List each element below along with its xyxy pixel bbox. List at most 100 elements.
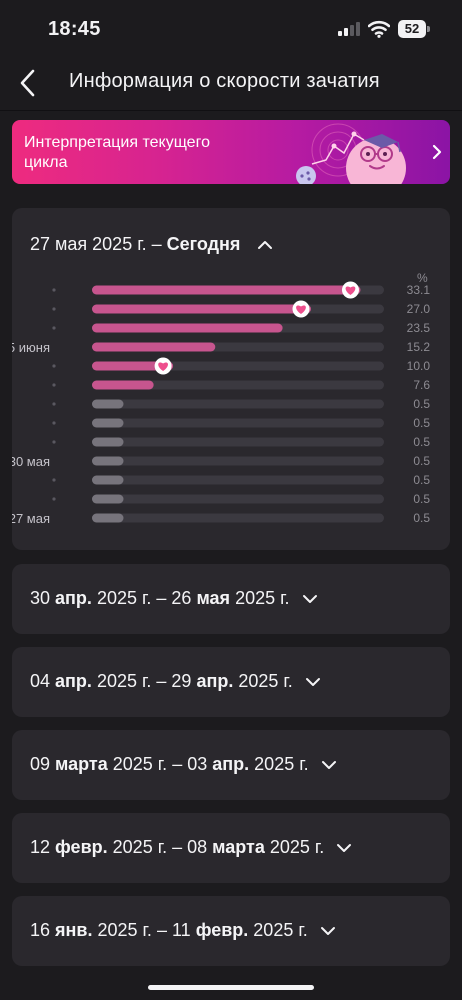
mascot-illustration <box>296 123 406 184</box>
period-start-year: 2025 г. <box>112 754 168 774</box>
period-start-day: 30 <box>30 588 51 608</box>
period-start-month: янв. <box>55 920 93 940</box>
period-separator: – <box>172 837 183 857</box>
cycle-interpretation-banner[interactable]: Интерпретация текущего цикла <box>12 120 450 184</box>
period-card-label[interactable]: 16 янв. 2025 г. – 11 февр. 2025 г. <box>30 920 336 941</box>
period-end-year: 2025 г. <box>238 671 293 691</box>
bar <box>92 342 216 352</box>
bar <box>92 361 174 371</box>
bar-track <box>92 475 384 485</box>
current-period-card: 27 мая 2025 г. – Сегодня % 33.1 27.0 23.5 0… <box>12 208 450 550</box>
period-end-day: 08 <box>187 837 208 857</box>
page-title: Информация о скорости зачатия <box>69 70 380 92</box>
period-start-year: 2025 г. <box>96 671 152 691</box>
bar <box>92 418 124 428</box>
period-start-year: 2025 г. <box>96 588 152 608</box>
period-card[interactable]: 12 февр. 2025 г. – 08 марта 2025 г. <box>12 813 450 883</box>
home-indicator <box>148 985 314 990</box>
heart-icon <box>296 305 306 314</box>
period-start-year: 2025 г. <box>112 837 168 857</box>
back-button[interactable] <box>14 66 44 100</box>
bar-track <box>92 418 384 428</box>
period-start-month: февр. <box>55 837 108 857</box>
period-card[interactable]: 04 апр. 2025 г. – 29 апр. 2025 г. <box>12 647 450 717</box>
value-label: 0.5 <box>413 435 430 449</box>
day-label: 30 мая <box>12 454 50 469</box>
day-dot <box>52 497 56 501</box>
period-end-label: Сегодня <box>166 234 241 254</box>
period-card-label[interactable]: 30 апр. 2025 г. – 26 мая 2025 г. <box>30 588 318 609</box>
period-card[interactable]: 16 янв. 2025 г. – 11 февр. 2025 г. <box>12 896 450 966</box>
status-bar: 18:45 52 <box>0 0 462 60</box>
bar <box>92 380 154 390</box>
bar-track <box>92 494 384 504</box>
header-divider <box>0 110 462 111</box>
period-end-year: 2025 г. <box>253 920 308 940</box>
value-label: 33.1 <box>407 283 431 297</box>
period-end-day: 26 <box>171 588 192 608</box>
day-label: 05 июня <box>12 340 50 355</box>
period-start-month: апр. <box>55 588 92 608</box>
bar-track <box>92 513 384 523</box>
period-end-month: апр. <box>212 754 250 774</box>
bar <box>92 456 124 466</box>
banner-text: Интерпретация текущего цикла <box>24 134 210 171</box>
period-end-year: 2025 г. <box>254 754 309 774</box>
percent-unit-label: % <box>417 271 428 285</box>
signal-icon <box>338 22 360 36</box>
period-card-label[interactable]: 12 февр. 2025 г. – 08 марта 2025 г. <box>30 837 352 858</box>
conception-rate-chart: 33.1 27.0 23.5 05 июня 15.2 10.0 7.6 0.5 0.5 0.5 3… <box>12 281 431 526</box>
bar-track <box>92 380 384 390</box>
chevron-down-icon <box>305 678 320 687</box>
day-dot <box>52 440 56 444</box>
bar <box>92 437 124 447</box>
day-label: 27 мая <box>12 511 50 526</box>
period-end-month: мая <box>196 588 231 608</box>
period-start-label: 27 мая 2025 г. <box>30 234 147 254</box>
value-label: 7.6 <box>413 378 430 392</box>
period-separator: – <box>156 588 167 608</box>
day-dot <box>52 421 56 425</box>
value-label: 0.5 <box>413 492 430 506</box>
period-start-day: 16 <box>30 920 51 940</box>
day-dot <box>52 383 56 387</box>
bar <box>92 399 124 409</box>
value-label: 23.5 <box>407 321 431 335</box>
period-end-day: 29 <box>171 671 192 691</box>
current-period-header[interactable]: 27 мая 2025 г. – Сегодня <box>30 234 273 255</box>
bar <box>92 285 361 295</box>
value-label: 10.0 <box>407 359 431 373</box>
period-end-year: 2025 г. <box>269 837 325 857</box>
period-start-day: 12 <box>30 837 51 857</box>
period-card-label[interactable]: 04 апр. 2025 г. – 29 апр. 2025 г. <box>30 671 321 692</box>
period-end-day: 11 <box>171 920 191 940</box>
value-label: 0.5 <box>413 416 430 430</box>
heart-icon <box>158 362 168 371</box>
value-label: 0.5 <box>413 511 430 525</box>
wifi-icon <box>368 20 390 38</box>
value-label: 0.5 <box>413 454 430 468</box>
period-card-label[interactable]: 09 марта 2025 г. – 03 апр. 2025 г. <box>30 754 337 775</box>
period-start-day: 04 <box>30 671 51 691</box>
chevron-down-icon <box>337 844 352 853</box>
value-label: 0.5 <box>413 397 430 411</box>
period-separator: – <box>146 234 167 254</box>
period-separator: – <box>156 671 167 691</box>
period-card[interactable]: 09 марта 2025 г. – 03 апр. 2025 г. <box>12 730 450 800</box>
status-time: 18:45 <box>48 18 101 40</box>
chevron-down-icon <box>321 761 336 770</box>
period-end-year: 2025 г. <box>235 588 290 608</box>
period-start-month: апр. <box>55 671 92 691</box>
chevron-down-icon <box>302 595 317 604</box>
period-card[interactable]: 30 апр. 2025 г. – 26 мая 2025 г. <box>12 564 450 634</box>
period-end-month: апр. <box>196 671 234 691</box>
bar-track <box>92 456 384 466</box>
bar <box>92 475 124 485</box>
period-separator: – <box>172 754 183 774</box>
day-dot <box>52 478 56 482</box>
period-start-year: 2025 г. <box>97 920 152 940</box>
day-dot <box>52 364 56 368</box>
day-dot <box>52 402 56 406</box>
bar-track <box>92 399 384 409</box>
chevron-up-icon <box>258 241 273 250</box>
